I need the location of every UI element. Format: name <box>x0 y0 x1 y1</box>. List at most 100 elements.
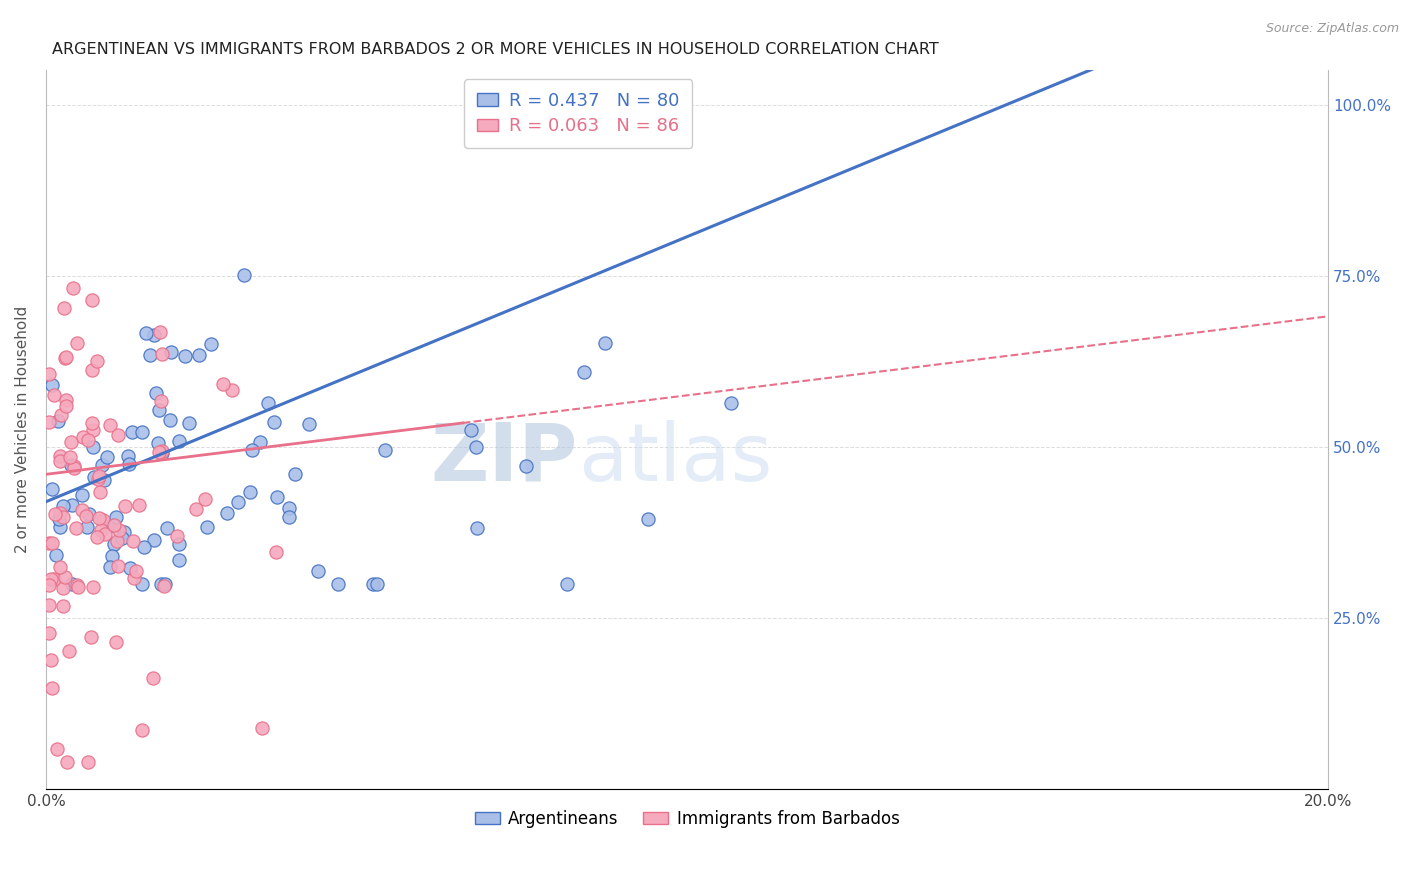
Point <box>112 525 135 540</box>
Point <box>49 454 72 468</box>
Point <box>117 449 139 463</box>
Point <box>215 506 238 520</box>
Y-axis label: 2 or more Vehicles in Household: 2 or more Vehicles in Household <box>15 306 30 553</box>
Point <box>118 560 141 574</box>
Point <box>89 485 111 500</box>
Point <box>249 434 271 449</box>
Point <box>277 501 299 516</box>
Point <box>134 540 156 554</box>
Point <box>53 351 76 365</box>
Point <box>44 507 66 521</box>
Point <box>361 577 384 591</box>
Point <box>226 495 249 509</box>
Point <box>148 444 170 458</box>
Point <box>103 536 125 550</box>
Point <box>51 581 73 595</box>
Point <box>55 350 77 364</box>
Point <box>55 392 77 407</box>
Point <box>49 519 72 533</box>
Point <box>125 564 148 578</box>
Point <box>38 578 60 592</box>
Point <box>266 490 288 504</box>
Point <box>41 535 63 549</box>
Point <box>52 599 75 614</box>
Point <box>128 498 150 512</box>
Point <box>720 395 742 409</box>
Point <box>114 499 136 513</box>
Point <box>284 467 307 482</box>
Point <box>263 415 285 429</box>
Legend: Argentineans, Immigrants from Barbados: Argentineans, Immigrants from Barbados <box>468 804 907 835</box>
Point <box>62 281 84 295</box>
Point <box>278 510 301 524</box>
Point <box>91 513 114 527</box>
Point <box>107 533 129 548</box>
Point <box>49 506 72 520</box>
Point <box>221 384 243 398</box>
Point <box>70 502 93 516</box>
Point <box>82 363 104 377</box>
Point <box>328 577 350 591</box>
Point <box>66 578 89 592</box>
Point <box>38 625 60 640</box>
Point <box>101 518 124 533</box>
Text: Source: ZipAtlas.com: Source: ZipAtlas.com <box>1265 22 1399 36</box>
Point <box>60 577 83 591</box>
Point <box>82 293 104 307</box>
Point <box>107 558 129 573</box>
Point <box>53 570 76 584</box>
Point <box>555 577 578 591</box>
Point <box>212 377 235 392</box>
Point <box>101 549 124 564</box>
Point <box>63 461 86 475</box>
Point <box>41 572 63 586</box>
Point <box>39 653 62 667</box>
Point <box>86 353 108 368</box>
Point <box>38 536 60 550</box>
Point <box>121 425 143 440</box>
Point <box>240 442 263 457</box>
Point <box>66 580 89 594</box>
Point <box>250 721 273 735</box>
Point <box>91 458 114 472</box>
Point <box>131 577 153 591</box>
Point <box>107 427 129 442</box>
Point <box>593 335 616 350</box>
Point <box>60 498 83 512</box>
Text: ZIP: ZIP <box>430 419 578 498</box>
Point <box>307 564 329 578</box>
Point <box>49 559 72 574</box>
Point <box>159 413 181 427</box>
Point <box>169 434 191 448</box>
Point <box>173 349 195 363</box>
Point <box>56 755 79 769</box>
Point <box>366 577 388 591</box>
Point <box>143 533 166 548</box>
Point <box>55 399 77 413</box>
Point <box>76 433 98 447</box>
Point <box>177 416 200 430</box>
Point <box>152 446 174 460</box>
Point <box>87 472 110 486</box>
Point <box>184 501 207 516</box>
Point <box>38 598 60 612</box>
Point <box>145 386 167 401</box>
Point <box>103 517 125 532</box>
Point <box>41 681 63 695</box>
Point <box>76 520 98 534</box>
Point <box>82 580 104 594</box>
Point <box>150 443 173 458</box>
Point <box>122 571 145 585</box>
Point <box>166 529 188 543</box>
Point <box>467 520 489 534</box>
Point <box>138 348 160 362</box>
Point <box>572 365 595 379</box>
Point <box>155 577 177 591</box>
Point <box>58 643 80 657</box>
Point <box>465 440 488 454</box>
Point <box>194 492 217 507</box>
Point <box>72 430 94 444</box>
Point <box>60 458 83 473</box>
Point <box>45 549 67 563</box>
Point <box>150 394 173 409</box>
